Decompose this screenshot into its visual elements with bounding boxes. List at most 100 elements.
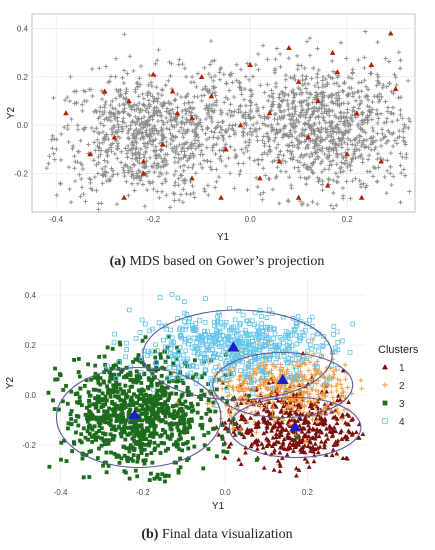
grey-point — [336, 143, 341, 148]
grey-point — [144, 145, 150, 150]
cluster-3-point — [206, 407, 211, 412]
grey-point — [164, 192, 169, 198]
grey-point — [205, 111, 211, 117]
grey-point — [291, 90, 296, 95]
cluster-3-point — [103, 442, 107, 447]
grey-point — [116, 125, 121, 130]
grey-point — [100, 172, 105, 177]
grey-point — [44, 165, 49, 171]
grey-point — [277, 201, 282, 206]
grey-point — [161, 158, 166, 164]
cluster-3-point — [148, 432, 153, 437]
grey-point — [298, 175, 303, 180]
cluster-3-point — [154, 431, 159, 436]
grey-point — [103, 148, 109, 154]
cluster-3-point — [140, 387, 144, 392]
cluster-3-point — [53, 366, 57, 371]
grey-point — [112, 116, 118, 122]
grey-point — [174, 122, 179, 127]
grey-point — [192, 94, 197, 100]
cluster-3-point — [185, 388, 190, 393]
grey-point — [277, 51, 283, 57]
grey-point — [309, 130, 314, 136]
cluster-3-point — [104, 450, 109, 455]
grey-point — [180, 178, 186, 183]
grey-point — [65, 95, 70, 100]
grey-point — [275, 129, 280, 135]
cluster-3-point — [138, 445, 143, 450]
grey-point — [248, 103, 253, 108]
grey-point — [303, 137, 309, 142]
grey-point — [318, 101, 324, 107]
grey-point — [156, 129, 161, 134]
grey-point — [232, 130, 238, 136]
cluster-3-point — [221, 442, 226, 447]
grey-point — [98, 105, 103, 110]
grey-point — [59, 131, 64, 137]
grey-point — [82, 98, 87, 104]
grey-point — [376, 74, 381, 80]
grey-point — [72, 154, 77, 159]
grey-point — [319, 138, 325, 143]
cluster-3-point — [127, 476, 132, 481]
grey-point — [392, 138, 398, 143]
panel-a-x-tick-label: 0.0 — [245, 215, 257, 224]
grey-point — [339, 116, 344, 121]
grey-point — [229, 126, 235, 132]
grey-point — [180, 61, 185, 67]
grey-point — [298, 99, 304, 105]
grey-point — [252, 158, 257, 163]
grey-point — [111, 111, 116, 116]
grey-point — [356, 147, 362, 153]
grey-point — [293, 104, 298, 109]
grey-point — [215, 120, 221, 125]
grey-point — [323, 76, 328, 82]
cluster-3-point — [130, 458, 135, 463]
cluster-3-point — [153, 411, 158, 416]
cluster-3-point — [215, 454, 219, 459]
grey-point — [349, 76, 355, 81]
grey-point — [381, 82, 386, 88]
red-triangle-point — [174, 110, 181, 116]
cluster-3-point — [128, 420, 133, 425]
grey-point — [61, 125, 67, 130]
grey-point — [75, 149, 81, 154]
grey-point — [310, 199, 315, 205]
grey-point — [369, 117, 375, 122]
cluster-1-point — [309, 405, 315, 410]
grey-point — [150, 117, 155, 122]
grey-point — [170, 107, 175, 112]
grey-point — [240, 133, 246, 139]
cluster-3-point — [150, 460, 155, 465]
grey-point — [154, 96, 159, 102]
red-triangle-point — [368, 61, 375, 67]
grey-point — [256, 67, 261, 72]
panel-a-plot-area — [31, 13, 416, 213]
grey-point — [278, 149, 283, 154]
grey-point — [333, 95, 339, 101]
red-triangle-point — [189, 115, 195, 121]
cluster-3-point — [73, 419, 78, 424]
cluster-1-point — [304, 459, 310, 464]
grey-point — [384, 116, 390, 121]
grey-point — [241, 121, 246, 126]
grey-point — [160, 127, 165, 132]
grey-point — [243, 74, 249, 79]
grey-point — [318, 130, 323, 135]
grey-point — [92, 174, 97, 180]
cluster-3-point — [161, 402, 166, 407]
cluster-3-point — [128, 445, 132, 450]
grey-point — [353, 143, 358, 148]
grey-point — [191, 105, 197, 111]
grey-point — [241, 126, 247, 131]
grey-point — [338, 136, 343, 142]
grey-point — [136, 128, 141, 134]
grey-point — [154, 148, 159, 153]
cluster-3-point — [84, 405, 89, 410]
grey-point — [347, 115, 353, 121]
grey-point — [350, 90, 355, 96]
cluster-1-point — [226, 444, 232, 449]
grey-point — [203, 131, 208, 136]
cluster-3-point — [133, 468, 138, 473]
grey-point — [227, 88, 232, 93]
